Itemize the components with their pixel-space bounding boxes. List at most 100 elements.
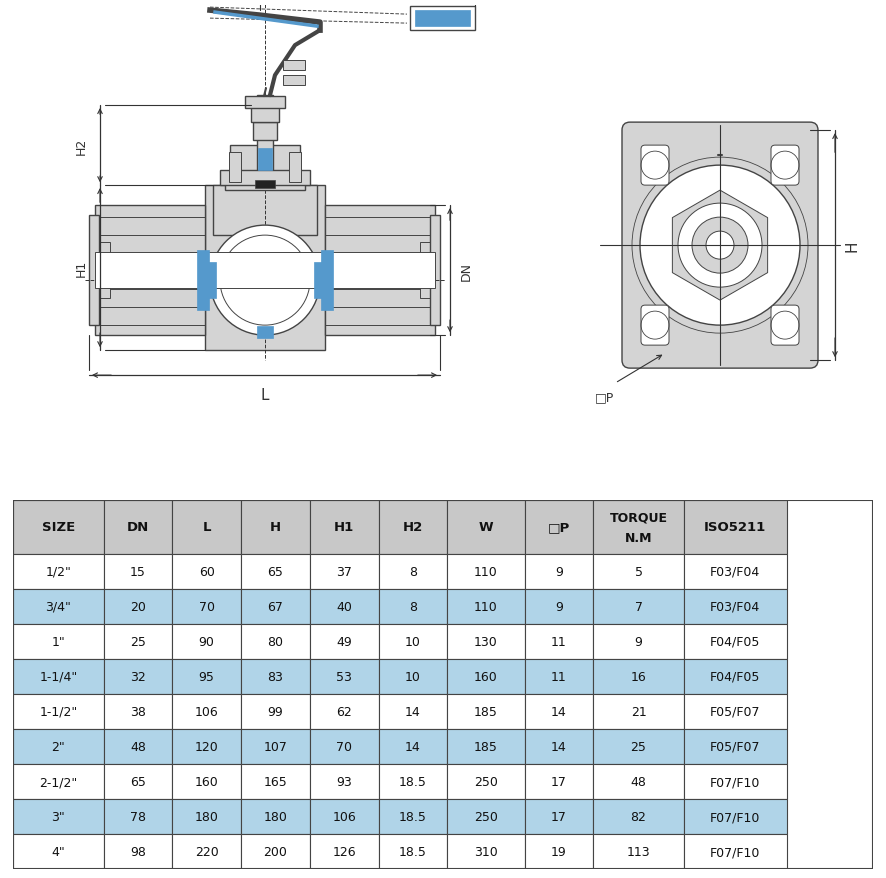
Text: 48: 48 <box>631 775 647 788</box>
Text: 9: 9 <box>634 635 642 648</box>
Bar <box>241 834 310 869</box>
Bar <box>525 764 594 799</box>
Bar <box>241 589 310 624</box>
Bar <box>13 834 104 869</box>
Bar <box>172 764 241 799</box>
Text: F04/F05: F04/F05 <box>710 635 760 648</box>
Text: 11: 11 <box>551 635 567 648</box>
Bar <box>430 216 440 326</box>
Text: 9: 9 <box>556 600 563 613</box>
Bar <box>321 251 333 311</box>
Text: H2: H2 <box>75 137 88 155</box>
Text: 78: 78 <box>130 810 146 824</box>
Text: H: H <box>270 521 281 534</box>
Text: 14: 14 <box>405 740 421 753</box>
Bar <box>220 171 310 186</box>
Bar <box>213 186 317 236</box>
Text: 1-1/4": 1-1/4" <box>39 670 78 683</box>
Bar <box>241 500 310 554</box>
Bar <box>251 105 279 123</box>
Text: N.M: N.M <box>625 531 652 544</box>
Circle shape <box>678 204 762 288</box>
Bar <box>95 243 110 299</box>
Text: 8: 8 <box>409 600 417 613</box>
Text: 110: 110 <box>474 600 498 613</box>
Bar <box>172 694 241 729</box>
Text: 110: 110 <box>474 565 498 578</box>
Text: 1": 1" <box>51 635 66 648</box>
Text: 10: 10 <box>405 670 421 683</box>
Circle shape <box>706 232 734 260</box>
Bar <box>241 764 310 799</box>
FancyBboxPatch shape <box>771 146 799 186</box>
Text: F07/F10: F07/F10 <box>710 846 760 858</box>
Bar <box>172 624 241 659</box>
Bar <box>325 253 435 289</box>
Text: DN: DN <box>127 521 149 534</box>
Text: 7: 7 <box>634 600 642 613</box>
Text: 250: 250 <box>474 775 498 788</box>
Bar <box>525 729 594 764</box>
Bar <box>378 500 447 554</box>
Text: 3/4": 3/4" <box>45 600 72 613</box>
Bar <box>225 181 305 191</box>
Bar <box>13 764 104 799</box>
Bar <box>447 554 525 589</box>
Bar <box>89 216 99 326</box>
Bar <box>447 659 525 694</box>
Bar <box>378 589 447 624</box>
Text: 99: 99 <box>268 705 284 718</box>
Text: 3": 3" <box>51 810 66 824</box>
Bar <box>104 500 172 554</box>
Text: □P: □P <box>595 391 614 404</box>
Bar <box>684 799 787 834</box>
Bar <box>13 694 104 729</box>
Text: 106: 106 <box>195 705 219 718</box>
Bar <box>325 205 435 335</box>
Bar <box>525 799 594 834</box>
Bar <box>594 659 684 694</box>
Text: 8: 8 <box>409 565 417 578</box>
Bar <box>310 589 378 624</box>
FancyBboxPatch shape <box>641 146 669 186</box>
Bar <box>104 554 172 589</box>
Bar <box>13 554 104 589</box>
Text: 53: 53 <box>336 670 352 683</box>
Bar <box>378 799 447 834</box>
Bar <box>310 834 378 869</box>
Text: 25: 25 <box>130 635 146 648</box>
Bar <box>310 554 378 589</box>
Text: 95: 95 <box>198 670 214 683</box>
Bar <box>310 764 378 799</box>
Text: 14: 14 <box>551 740 567 753</box>
Bar <box>104 764 172 799</box>
Text: 67: 67 <box>268 600 284 613</box>
Text: 200: 200 <box>263 846 287 858</box>
Text: F05/F07: F05/F07 <box>710 705 760 718</box>
Text: TORQUE: TORQUE <box>610 511 667 524</box>
Bar <box>241 659 310 694</box>
Text: 38: 38 <box>130 705 146 718</box>
Text: 4": 4" <box>51 846 66 858</box>
FancyBboxPatch shape <box>771 306 799 346</box>
Bar <box>594 834 684 869</box>
Text: 17: 17 <box>551 775 567 788</box>
Bar <box>447 694 525 729</box>
Text: 1-1/2": 1-1/2" <box>39 705 78 718</box>
Bar <box>525 500 594 554</box>
Bar <box>378 554 447 589</box>
Bar <box>447 834 525 869</box>
Text: 70: 70 <box>198 600 214 613</box>
Bar <box>594 799 684 834</box>
Bar <box>202 263 216 299</box>
Bar <box>13 500 104 554</box>
Bar <box>378 764 447 799</box>
Bar <box>525 834 594 869</box>
Bar <box>172 589 241 624</box>
Text: 60: 60 <box>198 565 214 578</box>
Text: 48: 48 <box>130 740 146 753</box>
Bar <box>172 834 241 869</box>
Text: F07/F10: F07/F10 <box>710 810 760 824</box>
Text: 40: 40 <box>336 600 352 613</box>
Text: 80: 80 <box>268 635 284 648</box>
